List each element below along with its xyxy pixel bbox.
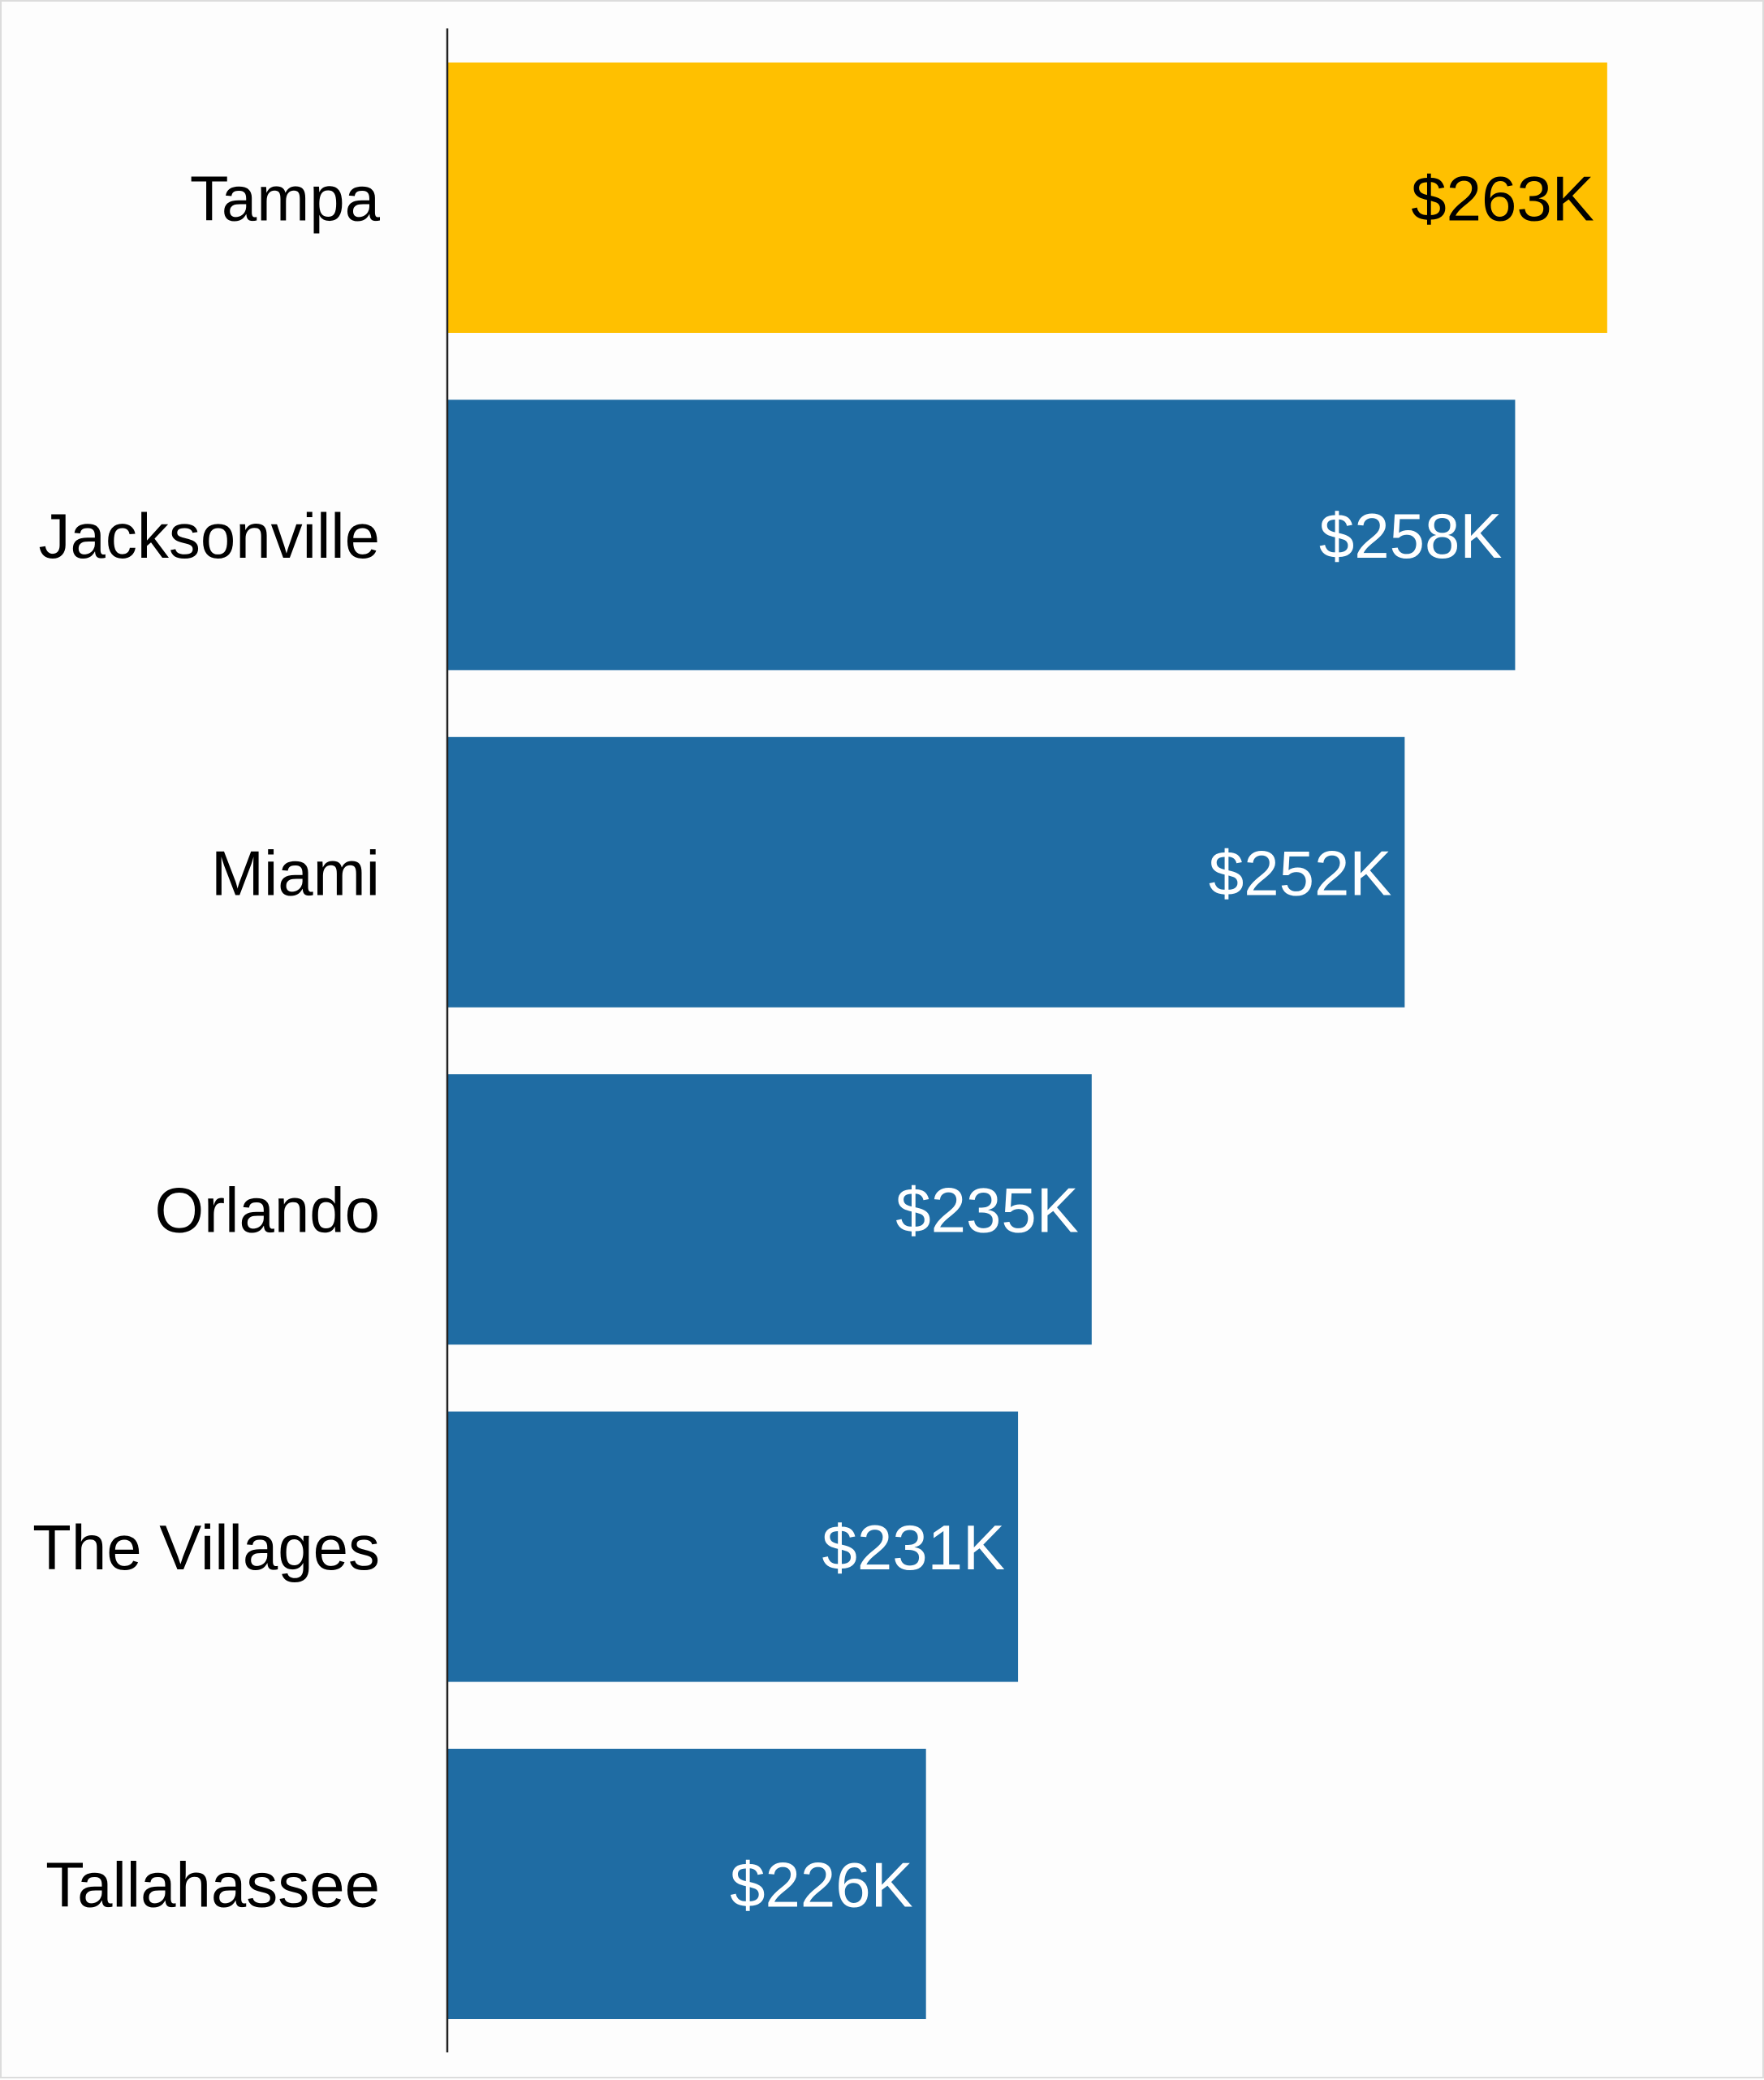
category-label: Tampa (190, 163, 381, 235)
category-label: Orlando (155, 1175, 381, 1246)
category-label: The Villages (32, 1512, 380, 1583)
value-label: $235K (895, 1175, 1079, 1246)
bar-the-villages (447, 1411, 1019, 1682)
bars-group (447, 63, 1607, 2019)
category-labels: Tampa Jacksonville Miami Orlando The Village… (32, 163, 380, 1921)
value-label: $231K (822, 1512, 1006, 1583)
category-label: Miami (211, 837, 380, 908)
bar-miami (447, 736, 1405, 1008)
bar-orlando (447, 1074, 1092, 1345)
bar-tampa (447, 63, 1607, 333)
value-label: $258K (1319, 500, 1503, 572)
bar-tallahassee (447, 1749, 926, 2019)
value-label: $263K (1411, 163, 1594, 235)
value-labels: $263K $258K $252K $235K $231K $226K (730, 163, 1594, 1921)
category-label: Tallahassee (45, 1849, 380, 1921)
category-label: Jacksonville (38, 500, 380, 572)
value-label: $226K (730, 1849, 913, 1921)
value-label: $252K (1209, 837, 1392, 908)
bar-jacksonville (447, 399, 1516, 671)
